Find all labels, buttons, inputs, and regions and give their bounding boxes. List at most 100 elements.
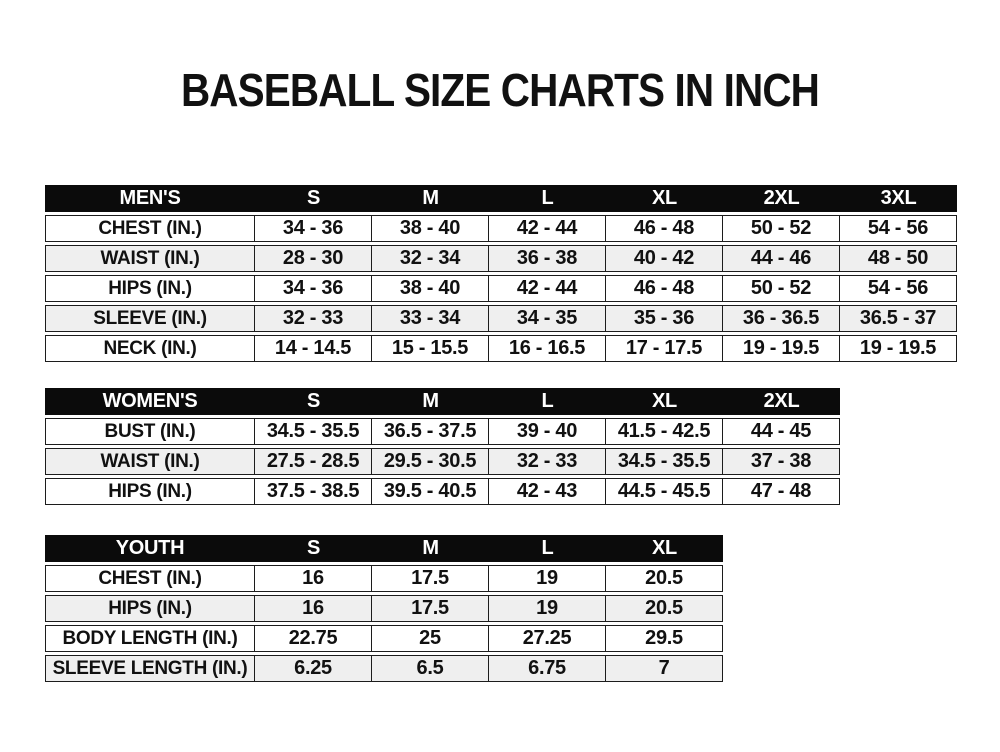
cell-value: 32 - 34 bbox=[372, 245, 489, 272]
cell-value: 37.5 - 38.5 bbox=[255, 478, 372, 505]
size-column-header: XL bbox=[606, 185, 723, 212]
header-row: WOMEN'S S M L XL 2XL bbox=[45, 388, 840, 415]
cell-value: 17.5 bbox=[372, 595, 489, 622]
size-column-header: L bbox=[489, 185, 606, 212]
cell-value: 15 - 15.5 bbox=[372, 335, 489, 362]
cell-value: 42 - 44 bbox=[489, 275, 606, 302]
cell-value: 22.75 bbox=[255, 625, 372, 652]
cell-value: 28 - 30 bbox=[255, 245, 372, 272]
header-row: YOUTH S M L XL bbox=[45, 535, 723, 562]
row-label: NECK (IN.) bbox=[45, 335, 255, 362]
cell-value: 25 bbox=[372, 625, 489, 652]
size-chart-page: BASEBALL SIZE CHARTS IN INCH MEN'S S M L XL 2… bbox=[0, 64, 1000, 685]
row-label: HIPS (IN.) bbox=[45, 478, 255, 505]
group-header: MEN'S bbox=[45, 185, 255, 212]
row-label: BODY LENGTH (IN.) bbox=[45, 625, 255, 652]
youth-size-table: YOUTH S M L XL CHEST (IN.) 16 17.5 19 20.5 HIPS (I… bbox=[45, 532, 723, 685]
cell-value: 38 - 40 bbox=[372, 275, 489, 302]
cell-value: 54 - 56 bbox=[840, 275, 957, 302]
row-label: CHEST (IN.) bbox=[45, 215, 255, 242]
cell-value: 16 bbox=[255, 595, 372, 622]
cell-value: 20.5 bbox=[606, 565, 723, 592]
table-row: CHEST (IN.) 16 17.5 19 20.5 bbox=[45, 565, 723, 592]
size-column-header: S bbox=[255, 185, 372, 212]
cell-value: 37 - 38 bbox=[723, 448, 840, 475]
cell-value: 32 - 33 bbox=[255, 305, 372, 332]
cell-value: 40 - 42 bbox=[606, 245, 723, 272]
cell-value: 29.5 - 30.5 bbox=[372, 448, 489, 475]
cell-value: 20.5 bbox=[606, 595, 723, 622]
size-column-header: 3XL bbox=[840, 185, 957, 212]
cell-value: 34 - 36 bbox=[255, 215, 372, 242]
cell-value: 48 - 50 bbox=[840, 245, 957, 272]
page-title: BASEBALL SIZE CHARTS IN INCH bbox=[180, 64, 820, 116]
group-header: WOMEN'S bbox=[45, 388, 255, 415]
cell-value: 36.5 - 37.5 bbox=[372, 418, 489, 445]
table-row: NECK (IN.) 14 - 14.5 15 - 15.5 16 - 16.5 17 … bbox=[45, 335, 957, 362]
row-label: HIPS (IN.) bbox=[45, 595, 255, 622]
size-column-header: L bbox=[489, 535, 606, 562]
table-row: WAIST (IN.) 28 - 30 32 - 34 36 - 38 40 - 42 4… bbox=[45, 245, 957, 272]
cell-value: 38 - 40 bbox=[372, 215, 489, 242]
cell-value: 34 - 36 bbox=[255, 275, 372, 302]
cell-value: 7 bbox=[606, 655, 723, 682]
cell-value: 17.5 bbox=[372, 565, 489, 592]
cell-value: 47 - 48 bbox=[723, 478, 840, 505]
size-column-header: XL bbox=[606, 535, 723, 562]
cell-value: 39.5 - 40.5 bbox=[372, 478, 489, 505]
cell-value: 19 - 19.5 bbox=[723, 335, 840, 362]
header-row: MEN'S S M L XL 2XL 3XL bbox=[45, 185, 957, 212]
cell-value: 42 - 43 bbox=[489, 478, 606, 505]
cell-value: 44 - 46 bbox=[723, 245, 840, 272]
cell-value: 6.5 bbox=[372, 655, 489, 682]
size-column-header: M bbox=[372, 388, 489, 415]
size-column-header: XL bbox=[606, 388, 723, 415]
cell-value: 42 - 44 bbox=[489, 215, 606, 242]
cell-value: 46 - 48 bbox=[606, 215, 723, 242]
cell-value: 34.5 - 35.5 bbox=[255, 418, 372, 445]
table-row: HIPS (IN.) 34 - 36 38 - 40 42 - 44 46 - 48 50… bbox=[45, 275, 957, 302]
cell-value: 27.5 - 28.5 bbox=[255, 448, 372, 475]
cell-value: 29.5 bbox=[606, 625, 723, 652]
size-column-header: 2XL bbox=[723, 185, 840, 212]
cell-value: 27.25 bbox=[489, 625, 606, 652]
cell-value: 54 - 56 bbox=[840, 215, 957, 242]
row-label: SLEEVE LENGTH (IN.) bbox=[45, 655, 255, 682]
table-row: BUST (IN.) 34.5 - 35.5 36.5 - 37.5 39 - 40 4… bbox=[45, 418, 840, 445]
table-row: BODY LENGTH (IN.) 22.75 25 27.25 29.5 bbox=[45, 625, 723, 652]
size-column-header: S bbox=[255, 535, 372, 562]
cell-value: 32 - 33 bbox=[489, 448, 606, 475]
cell-value: 46 - 48 bbox=[606, 275, 723, 302]
cell-value: 19 - 19.5 bbox=[840, 335, 957, 362]
cell-value: 19 bbox=[489, 565, 606, 592]
cell-value: 50 - 52 bbox=[723, 275, 840, 302]
size-tables-area: MEN'S S M L XL 2XL 3XL CHEST (IN.) 34 - 36 38 - 4… bbox=[45, 182, 1000, 685]
table-row: HIPS (IN.) 37.5 - 38.5 39.5 - 40.5 42 - 43 4… bbox=[45, 478, 840, 505]
cell-value: 16 - 16.5 bbox=[489, 335, 606, 362]
cell-value: 14 - 14.5 bbox=[255, 335, 372, 362]
cell-value: 44 - 45 bbox=[723, 418, 840, 445]
row-label: WAIST (IN.) bbox=[45, 245, 255, 272]
cell-value: 35 - 36 bbox=[606, 305, 723, 332]
size-column-header: M bbox=[372, 535, 489, 562]
cell-value: 34 - 35 bbox=[489, 305, 606, 332]
cell-value: 6.25 bbox=[255, 655, 372, 682]
row-label: WAIST (IN.) bbox=[45, 448, 255, 475]
cell-value: 36 - 38 bbox=[489, 245, 606, 272]
cell-value: 6.75 bbox=[489, 655, 606, 682]
cell-value: 39 - 40 bbox=[489, 418, 606, 445]
table-row: WAIST (IN.) 27.5 - 28.5 29.5 - 30.5 32 - 33… bbox=[45, 448, 840, 475]
cell-value: 34.5 - 35.5 bbox=[606, 448, 723, 475]
size-column-header: 2XL bbox=[723, 388, 840, 415]
cell-value: 17 - 17.5 bbox=[606, 335, 723, 362]
cell-value: 36 - 36.5 bbox=[723, 305, 840, 332]
table-row: SLEEVE (IN.) 32 - 33 33 - 34 34 - 35 35 - 36… bbox=[45, 305, 957, 332]
cell-value: 41.5 - 42.5 bbox=[606, 418, 723, 445]
table-row: HIPS (IN.) 16 17.5 19 20.5 bbox=[45, 595, 723, 622]
womens-size-table: WOMEN'S S M L XL 2XL BUST (IN.) 34.5 - 35.5 36.5… bbox=[45, 385, 840, 508]
row-label: HIPS (IN.) bbox=[45, 275, 255, 302]
cell-value: 36.5 - 37 bbox=[840, 305, 957, 332]
cell-value: 33 - 34 bbox=[372, 305, 489, 332]
cell-value: 16 bbox=[255, 565, 372, 592]
size-column-header: L bbox=[489, 388, 606, 415]
